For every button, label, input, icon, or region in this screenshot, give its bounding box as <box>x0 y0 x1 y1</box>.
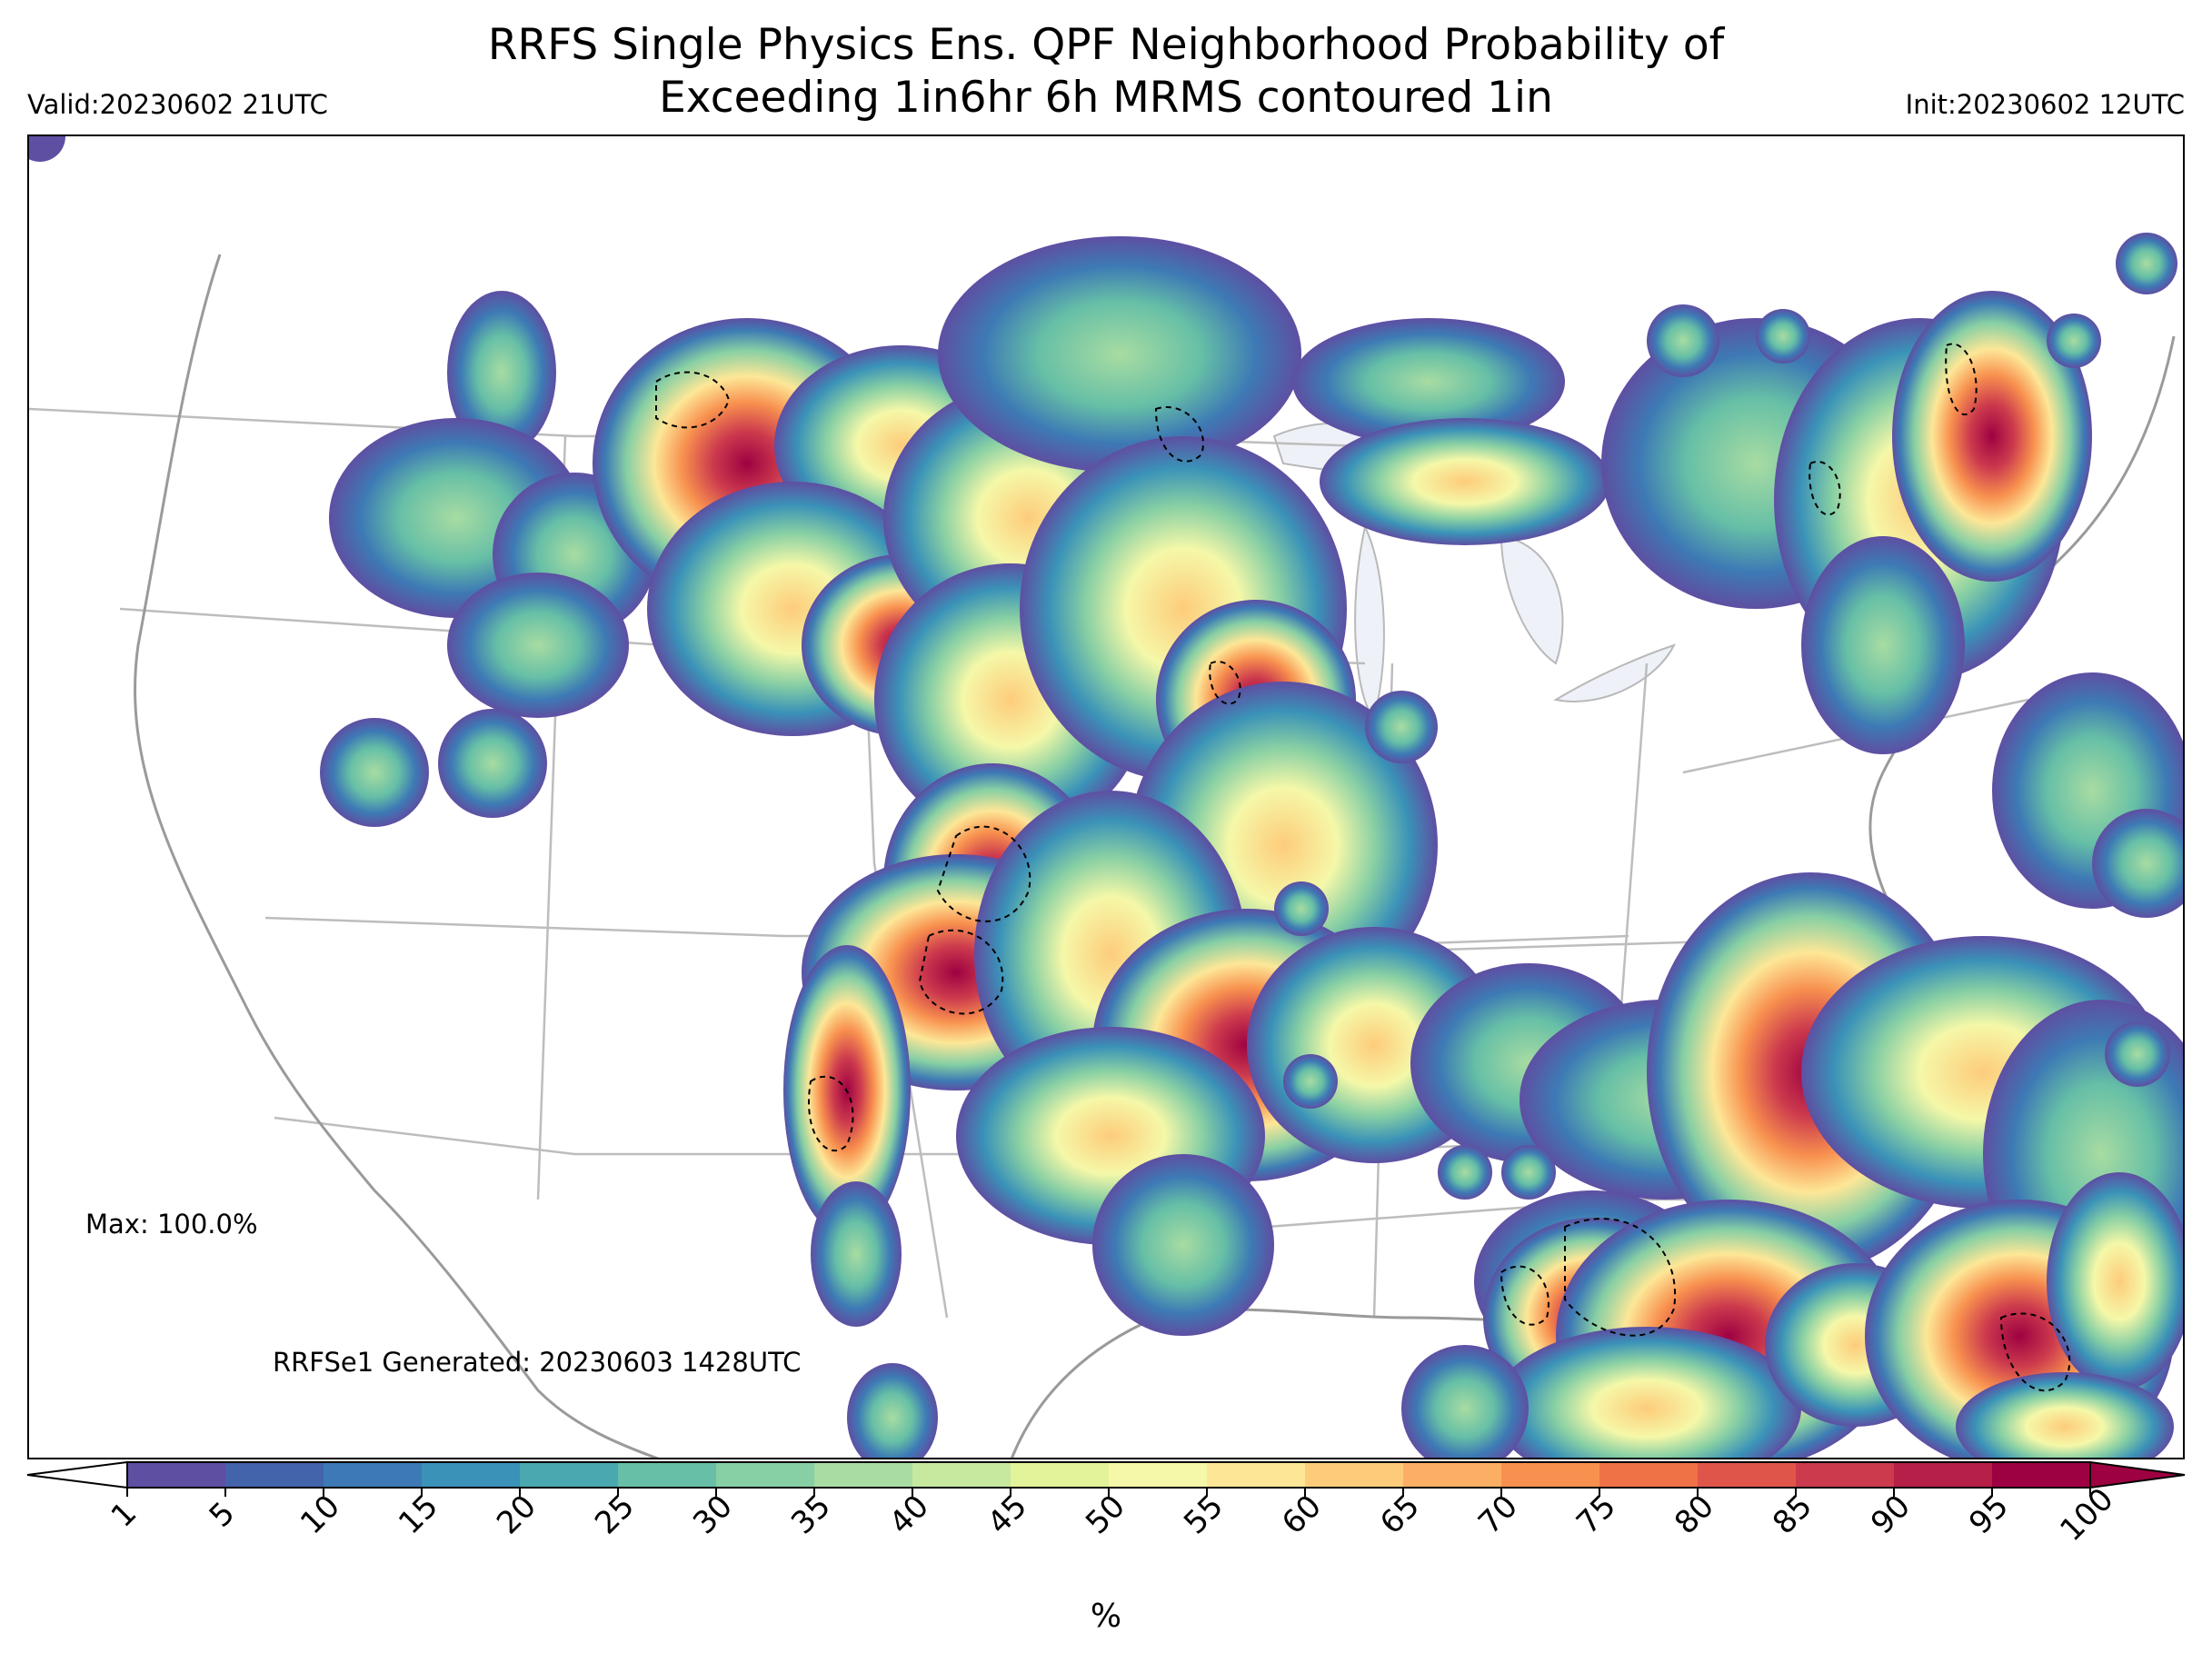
colorbar-tick-label: 50 <box>1079 1489 1132 1542</box>
colorbar-segment <box>422 1462 521 1488</box>
colorbar-tick-label: 1 <box>105 1495 144 1535</box>
colorbar-segment <box>716 1462 815 1488</box>
colorbar-tick-label: 80 <box>1668 1489 1721 1542</box>
colorbar-segment <box>1599 1462 1699 1488</box>
colorbar-tick-label: 20 <box>490 1489 543 1542</box>
title-line-2: Exceeding 1in6hr 6h MRMS contoured 1in <box>659 73 1553 123</box>
colorbar-segment <box>1992 1462 2091 1488</box>
colorbar-tick-label: 55 <box>1177 1489 1231 1542</box>
map-panel <box>27 134 2185 1459</box>
title-line-1: RRFS Single Physics Ens. QPF Neighborhoo… <box>487 20 1725 70</box>
colorbar-segment <box>1894 1462 1993 1488</box>
colorbar-tick-label: 30 <box>686 1489 740 1542</box>
colorbar-segment <box>1403 1462 1502 1488</box>
colorbar-segment <box>912 1462 1011 1488</box>
generated-time-label: RRFSe1 Generated: 20230603 1428UTC <box>273 1347 802 1378</box>
colorbar-segment <box>1305 1462 1404 1488</box>
colorbar-tick-label: 25 <box>588 1489 642 1542</box>
colorbar-segment <box>127 1462 226 1488</box>
colorbar-tick-label: 70 <box>1471 1489 1525 1542</box>
colorbar-tick-label: 10 <box>294 1489 347 1542</box>
colorbar-unit-label: % <box>1090 1598 1122 1635</box>
colorbar-tick-label: 90 <box>1864 1489 1918 1542</box>
colorbar-segment <box>1207 1462 1306 1488</box>
colorbar-tick-label: 45 <box>981 1489 1034 1542</box>
colorbar-segment <box>1698 1462 1797 1488</box>
colorbar-tick-label: 95 <box>1962 1489 2016 1542</box>
colorbar-segment <box>520 1462 619 1488</box>
colorbar-under-extension <box>26 1460 128 1489</box>
colorbar-segment <box>1011 1462 1110 1488</box>
colorbar: 1 5 10 15 20 25 30 35 40 45 50 55 60 65 70 75 80 85 90 95 10… <box>26 1460 2186 1548</box>
colorbar-segment <box>225 1462 324 1488</box>
colorbar-tick-label: 35 <box>784 1489 838 1542</box>
colorbar-tick-label: 40 <box>882 1489 936 1542</box>
probability-map <box>29 136 2183 1458</box>
colorbar-tick-label: 5 <box>203 1495 243 1535</box>
colorbar-tick-label: 15 <box>392 1489 445 1542</box>
init-time-label: Init:20230602 12UTC <box>1905 89 2185 120</box>
colorbar-segment <box>324 1462 423 1488</box>
colorbar-segment <box>1501 1462 1600 1488</box>
colorbar-tick-label: 100 <box>2053 1481 2120 1548</box>
colorbar-tick-label: 85 <box>1766 1489 1819 1542</box>
colorbar-tick-label: 75 <box>1569 1489 1623 1542</box>
colorbar-segment <box>1109 1462 1208 1488</box>
colorbar-tick-label: 60 <box>1275 1489 1329 1542</box>
colorbar-over-extension <box>2089 1460 2186 1489</box>
valid-time-label: Valid:20230602 21UTC <box>27 89 328 120</box>
colorbar-segment <box>1796 1462 1895 1488</box>
colorbar-segment <box>814 1462 913 1488</box>
max-value-label: Max: 100.0% <box>85 1209 258 1240</box>
colorbar-segment <box>618 1462 717 1488</box>
probability-field <box>29 136 2183 1458</box>
colorbar-tick-label: 65 <box>1373 1489 1427 1542</box>
mrms-1in-contours <box>655 343 2071 1392</box>
